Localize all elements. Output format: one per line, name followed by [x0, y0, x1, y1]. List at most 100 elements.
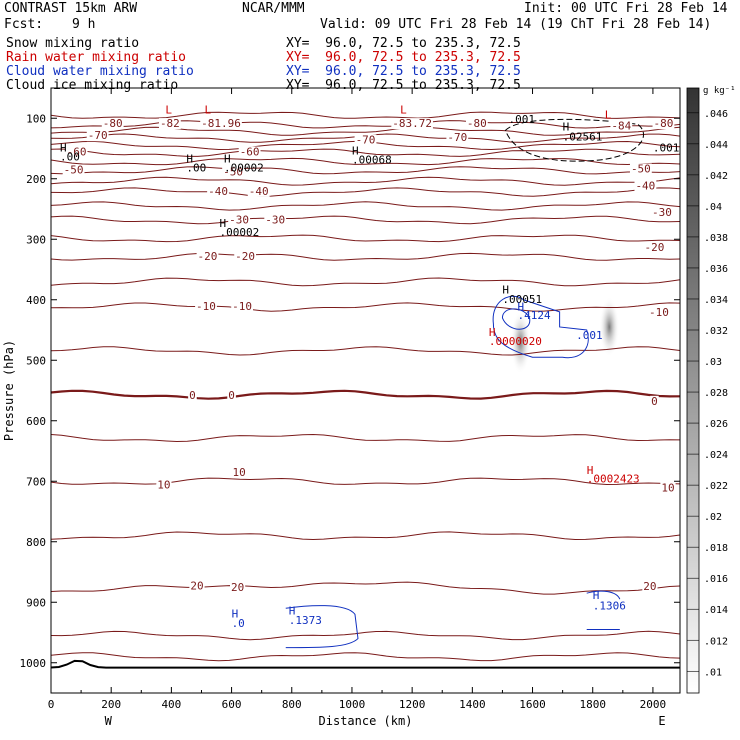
contour-label-bg: [391, 118, 433, 130]
temp-contour-line: [50, 148, 681, 157]
colorbar-tick-label: .018: [704, 543, 728, 554]
contour-label: -20: [644, 241, 664, 254]
colorbar-tick-label: .02: [704, 512, 722, 523]
contour-label: -10: [196, 300, 216, 313]
contour-label: 10: [157, 478, 170, 491]
temp-contour-line: [50, 176, 681, 186]
contour-label-bg: [651, 207, 673, 219]
contour-label: -84: [611, 120, 631, 133]
extrema-label: H: [517, 301, 524, 314]
y-tick-label: 700: [26, 475, 46, 488]
contour-label-bg: [264, 214, 287, 226]
x-end-label-east: E: [658, 714, 665, 728]
extrema-label: L: [165, 103, 172, 116]
temp-contour-line: [50, 111, 681, 119]
colorbar-tick-label: .024: [704, 450, 728, 461]
x-tick-label: 0: [48, 698, 55, 711]
contour-label: -50: [631, 162, 651, 175]
colorbar: .01 .012 .014 .016 .018 .02 .022 .024 .026 .028 .0…: [686, 86, 736, 694]
contour-label: 0: [651, 395, 658, 408]
contour-label: -70: [356, 133, 376, 146]
y-tick-label: 900: [26, 596, 46, 609]
contour-label-bg: [231, 300, 254, 312]
colorbar-tick-label: .042: [704, 171, 728, 182]
extrema-label: .0002423: [587, 472, 640, 485]
colorbar-tick-label: .028: [704, 388, 728, 399]
contour-label: 0: [189, 389, 196, 402]
contour-label-bg: [247, 185, 270, 197]
contour-label: -70: [447, 131, 467, 144]
extrema-label: .0000020: [489, 335, 542, 348]
plot-frame: [50, 87, 681, 694]
x-tick-label: 2000: [640, 698, 667, 711]
y-tick-label: 500: [26, 354, 46, 367]
x-tick-label: 400: [161, 698, 181, 711]
contour-label-bg: [231, 467, 247, 479]
contour-label-bg: [234, 251, 257, 263]
colorbar-tick-label: .044: [704, 140, 728, 151]
contour-label: -30: [265, 213, 285, 226]
contour-label-bg: [650, 395, 659, 407]
extrema-label: .02561: [563, 131, 603, 144]
contour-label-bg: [101, 118, 124, 130]
extrema-label: H: [502, 284, 509, 297]
contour-label-bg: [156, 479, 172, 491]
x-tick-label: 800: [282, 698, 302, 711]
colorbar-bar: [686, 87, 700, 694]
contour-label-bg: [354, 134, 377, 146]
field-xy-rain: XY= 96.0, 72.5 to 235.3, 72.5: [286, 50, 521, 65]
temp-contour-line: [50, 187, 681, 197]
extrema-label: H: [352, 145, 359, 158]
temp-contour-line: [50, 120, 681, 129]
temp-contour-line: [50, 166, 681, 175]
temp-contour-line: [50, 157, 681, 166]
field-xy-cloud-water: XY= 96.0, 72.5 to 235.3, 72.5: [286, 64, 521, 79]
contour-label-bg: [222, 166, 244, 178]
extrema-label: H: [593, 589, 600, 602]
temp-contour-line: [50, 581, 681, 595]
contour-label-bg: [660, 482, 676, 494]
cloud-water-contour-low-1: [285, 605, 359, 649]
cloud-ice-contour: [504, 118, 644, 162]
contour-label: 10: [661, 481, 674, 494]
y-tick-label: 400: [26, 294, 46, 307]
contour-label: -40: [208, 185, 228, 198]
field-xy-snow: XY= 96.0, 72.5 to 235.3, 72.5: [286, 36, 521, 51]
temp-contour-line: [50, 302, 681, 312]
extrema-label: H: [489, 326, 496, 339]
cloud-water-contour-inner: [501, 308, 531, 330]
cloud-water-contour-low-2: [586, 590, 621, 630]
field-name-rain: Rain water mixing ratio: [6, 50, 187, 65]
contour-label: 20: [643, 580, 656, 593]
x-tick-label: 1800: [579, 698, 606, 711]
contour-label-bg: [610, 120, 633, 132]
contour-label-bg: [196, 251, 219, 263]
contour-label: -20: [198, 250, 218, 263]
temp-contour-line: [50, 126, 681, 136]
contour-label-bg: [634, 180, 657, 192]
plot-area: -80 -82 -81.96 -83.72 -80 -80-84-70 -70 -70-60-…: [50, 103, 681, 669]
extrema-label: H: [186, 152, 193, 165]
contour-label-bg: [227, 389, 236, 401]
temp-contour-line: [50, 531, 681, 541]
contour-label: -60: [67, 146, 87, 159]
x-tick-label: 200: [101, 698, 121, 711]
contour-label-bg: [86, 130, 109, 142]
extrema-label: .00068: [352, 154, 392, 167]
extrema-label: .00051: [502, 293, 542, 306]
colorbar-tick-label: .032: [704, 326, 728, 337]
colorbar-tick-label: .01: [704, 667, 722, 678]
extrema-label: .00: [60, 151, 80, 164]
contour-label: 20: [190, 579, 203, 592]
colorbar-tick-label: .026: [704, 419, 728, 430]
colorbar-tick-label: .034: [704, 295, 728, 306]
contour-label-bg: [188, 389, 197, 401]
extrema-label: .4124: [517, 309, 550, 322]
field-name-cloud-ice: Cloud ice mixing ratio: [6, 78, 179, 93]
contour-label-bg: [652, 118, 675, 130]
temp-contour-line: [50, 630, 681, 641]
extrema-label: H: [289, 604, 296, 617]
extrema-label: H: [563, 120, 570, 133]
x-tick-label: 600: [222, 698, 242, 711]
